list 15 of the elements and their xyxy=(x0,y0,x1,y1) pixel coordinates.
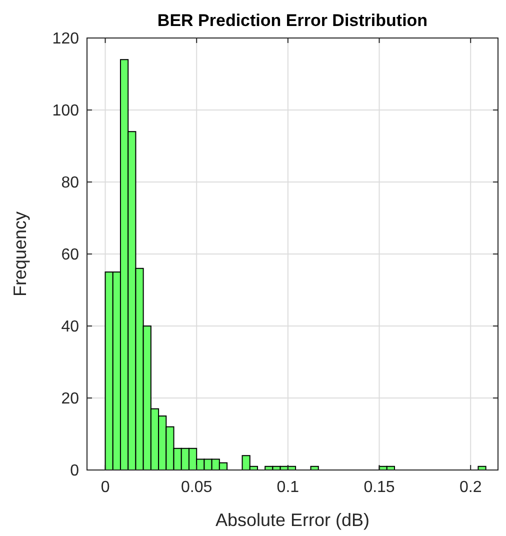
y-tick-label: 100 xyxy=(52,102,80,120)
y-axis-title: Frequency xyxy=(10,211,30,297)
y-tick-label: 120 xyxy=(52,30,80,48)
y-tick-label: 20 xyxy=(61,390,80,408)
x-tick-label: 0.1 xyxy=(276,479,300,496)
y-tick-label: 80 xyxy=(61,174,80,192)
chart-title: BER Prediction Error Distribution xyxy=(157,11,428,30)
y-tick-label: 0 xyxy=(70,462,80,480)
x-tick-label: 0.2 xyxy=(459,479,482,496)
x-tick-label: 0 xyxy=(100,479,110,496)
y-tick-label: 60 xyxy=(61,246,80,264)
y-tick-label: 40 xyxy=(61,318,80,336)
x-tick-label: 0.15 xyxy=(364,479,395,496)
x-tick-label: 0.05 xyxy=(181,479,212,496)
x-axis-title: Absolute Error (dB) xyxy=(215,510,370,530)
